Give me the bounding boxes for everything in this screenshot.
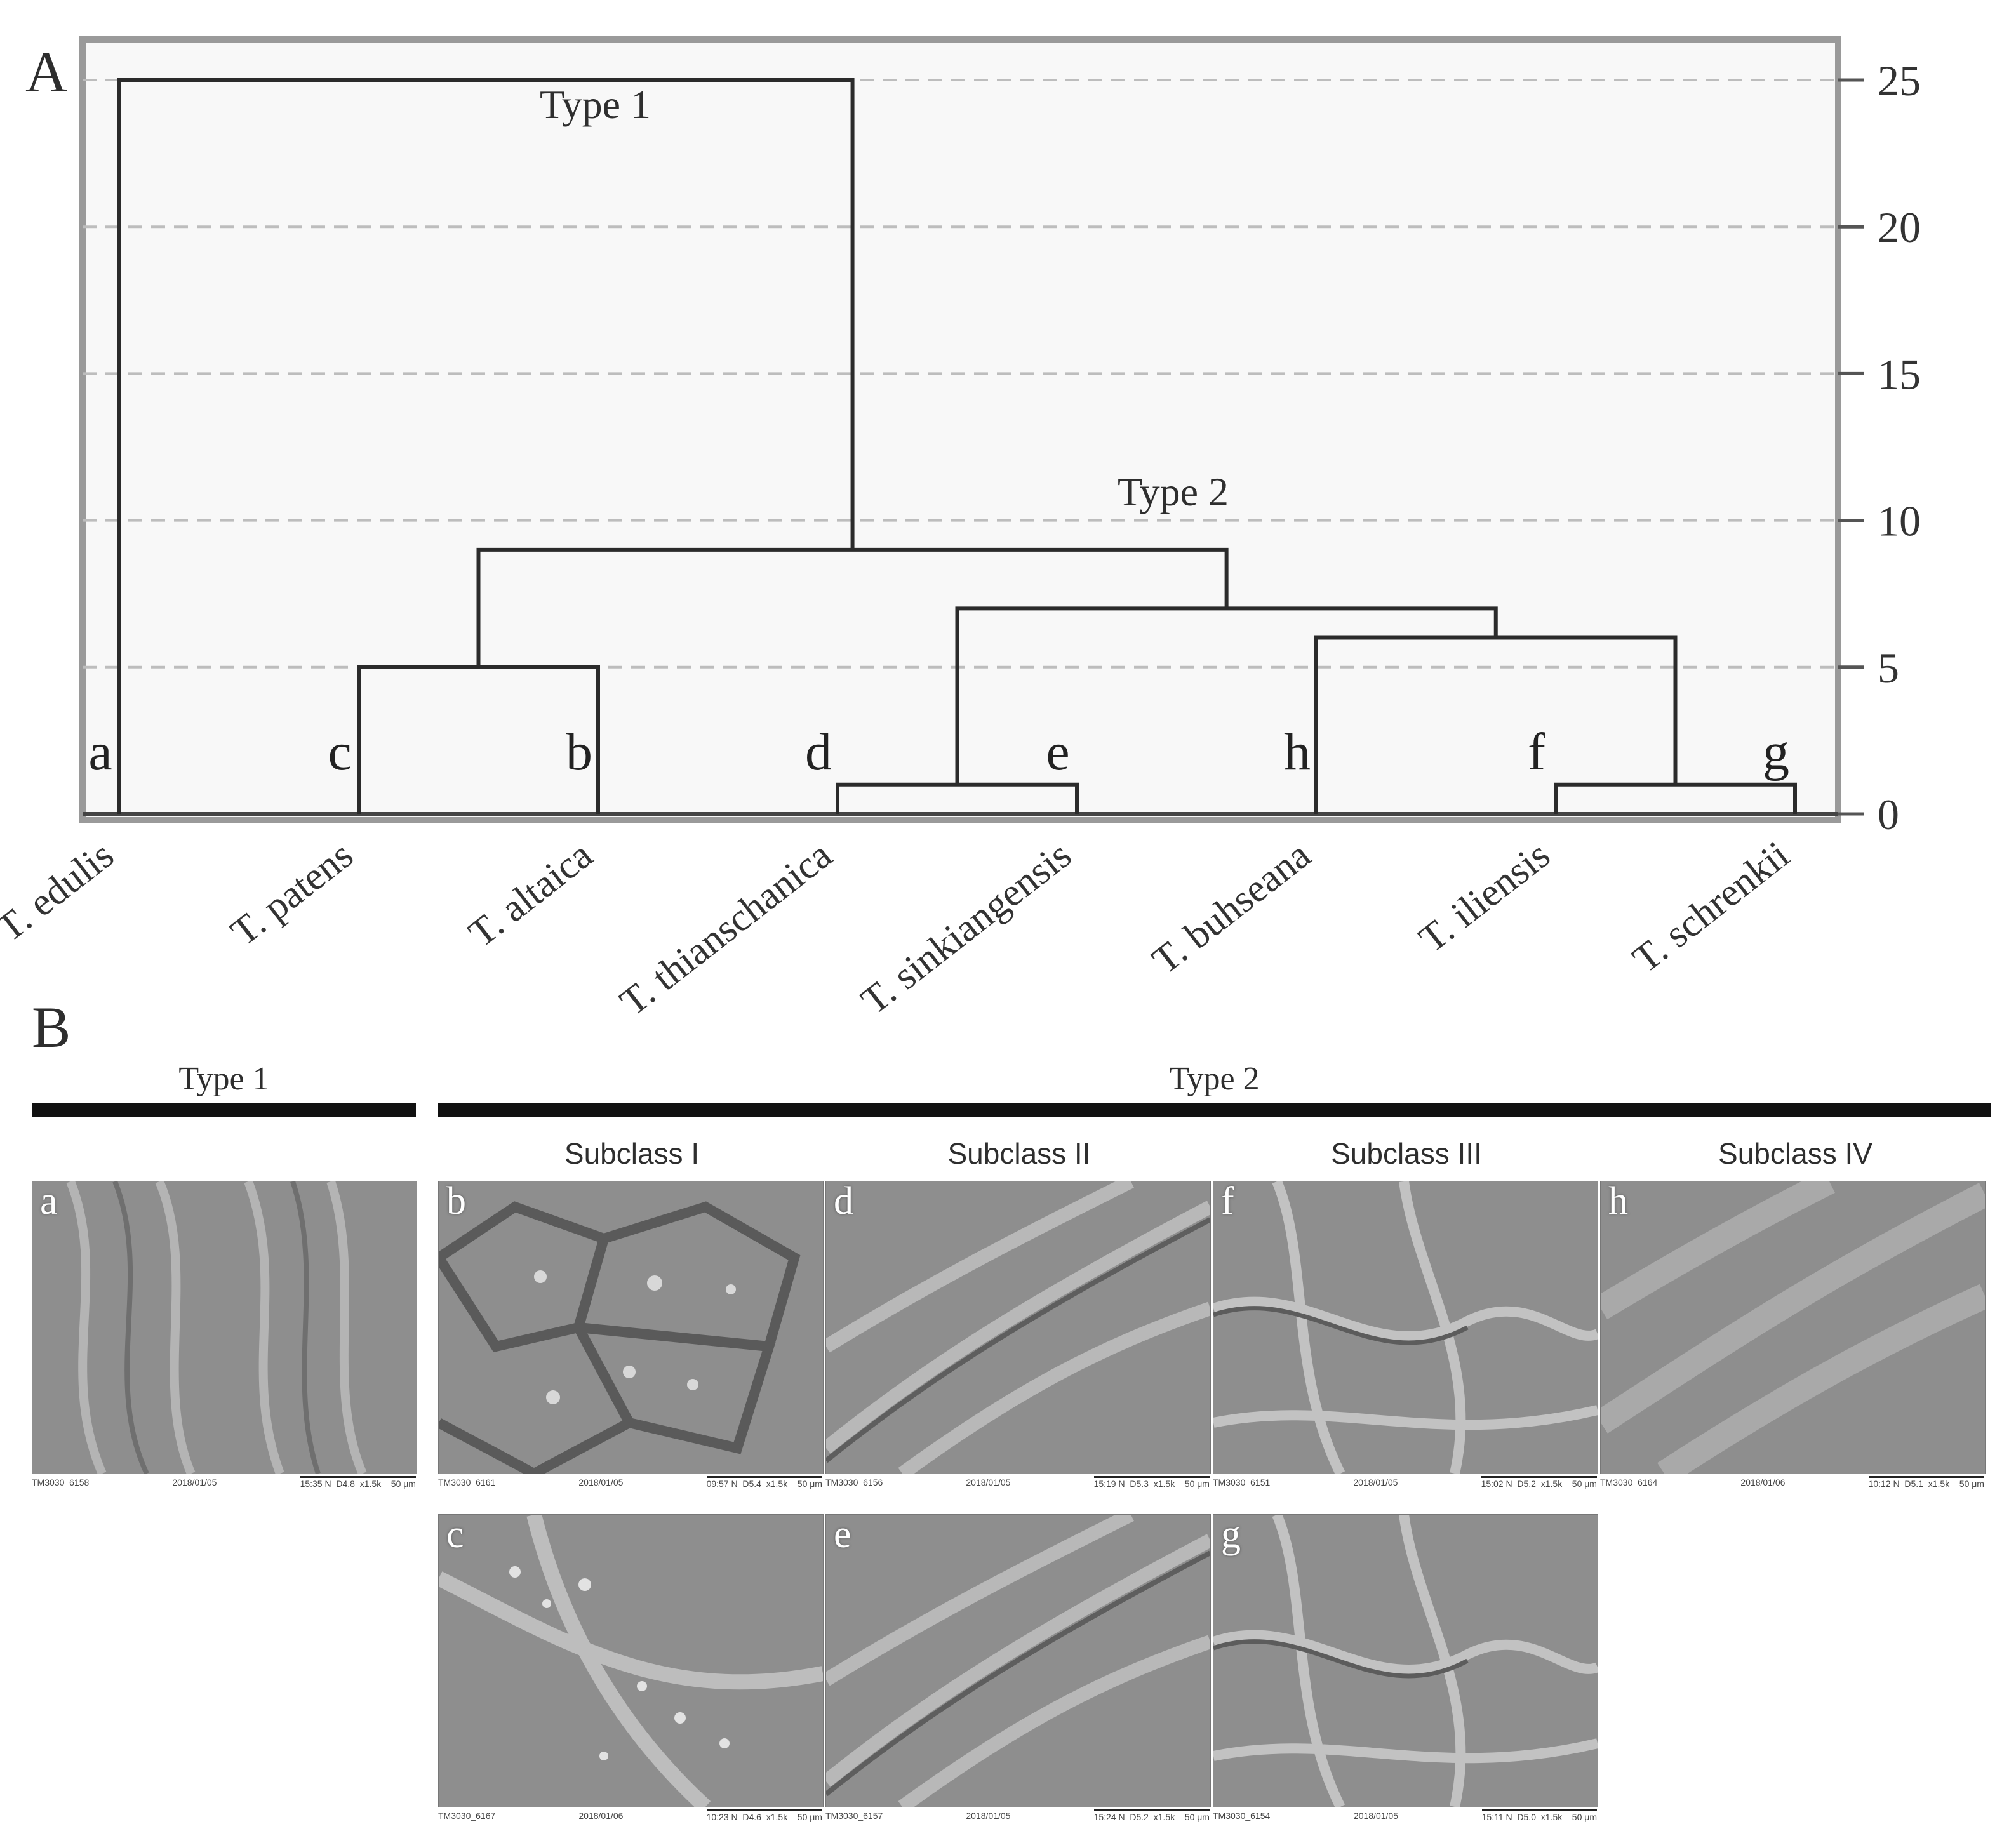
micrograph-b: b TM3030_6161 2018/01/05 09:57 N D5.4 x1… (438, 1181, 824, 1492)
sem-metadata-bar: TM3030_6161 2018/01/05 09:57 N D5.4 x1.5… (438, 1474, 822, 1491)
type1-bar (32, 1103, 416, 1117)
sem-date: 2018/01/05 (966, 1811, 1011, 1821)
micrograph-a: a TM3030_6158 2018/01/05 15:35 N D4.8 x1… (32, 1181, 417, 1492)
sem-date: 2018/01/05 (1353, 1811, 1398, 1821)
leaf-letter-f: f (1528, 722, 1545, 782)
tick-label-0: 0 (1878, 790, 1899, 839)
species-label: T. thianschanica (612, 833, 839, 1024)
micrograph-letter: c (446, 1514, 464, 1556)
sem-scale-info: 15:24 N D5.2 x1.5k 50 μm (1093, 1809, 1210, 1822)
species-label: T. sinkiangensis (853, 833, 1079, 1023)
micrograph-e: e TM3030_6157 2018/01/05 15:24 N D5.2 x1… (825, 1514, 1211, 1825)
leaf-letter-b: b (566, 722, 592, 782)
species-label: T. iliensis (1412, 833, 1558, 961)
sem-image-id: TM3030_6156 (825, 1477, 883, 1487)
sem-metadata-bar: TM3030_6157 2018/01/05 15:24 N D5.2 x1.5… (825, 1807, 1210, 1824)
sem-image: b (438, 1181, 824, 1474)
leaf-letter-c: c (328, 722, 351, 782)
type2-heading: Type 2 (1169, 1061, 1260, 1097)
sem-image-id: TM3030_6151 (1213, 1477, 1271, 1487)
micrograph-f: f TM3030_6151 2018/01/05 15:02 N D5.2 x1… (1213, 1181, 1598, 1492)
leaf-letter-e: e (1046, 722, 1069, 782)
sem-metadata-bar: TM3030_6156 2018/01/05 15:19 N D5.3 x1.5… (825, 1474, 1210, 1491)
dendrogram-chart: 0 5 10 15 20 25 a T. edulis c T. patens b T. altaic… (0, 36, 1921, 1024)
sem-image-id: TM3030_6154 (1213, 1811, 1271, 1821)
sem-image: d (825, 1181, 1211, 1474)
sem-image-id: TM3030_6157 (825, 1811, 883, 1821)
type1-heading: Type 1 (178, 1061, 269, 1097)
species-label: T. buhseana (1144, 833, 1318, 982)
sem-scale-info: 15:19 N D5.3 x1.5k 50 μm (1093, 1476, 1210, 1489)
subclass-2-heading: Subclass II (947, 1137, 1091, 1170)
sem-date: 2018/01/06 (1740, 1477, 1786, 1487)
leaf-letter-a: a (88, 722, 112, 782)
type2-cluster-label: Type 2 (1118, 469, 1229, 514)
tick-label-25: 25 (1878, 57, 1921, 105)
tick-label-20: 20 (1878, 203, 1921, 251)
micrograph-letter: g (1221, 1514, 1241, 1556)
micrograph-letter: e (834, 1514, 851, 1556)
leaf-letter-h: h (1284, 722, 1311, 782)
sem-metadata-bar: TM3030_6154 2018/01/05 15:11 N D5.0 x1.5… (1213, 1807, 1597, 1824)
sem-image: g (1213, 1514, 1598, 1807)
panel-a-letter: A (25, 39, 68, 104)
sem-date: 2018/01/05 (578, 1477, 624, 1487)
sem-image-id: TM3030_6158 (32, 1477, 90, 1487)
micrograph-d: d TM3030_6156 2018/01/05 15:19 N D5.3 x1… (825, 1181, 1211, 1492)
sem-scale-info: 15:35 N D4.8 x1.5k 50 μm (300, 1476, 416, 1489)
micrograph-c: c TM3030_6167 2018/01/06 10:23 N D4.6 x1… (438, 1514, 824, 1825)
sem-image: a (32, 1181, 417, 1474)
type2-bar (438, 1103, 1991, 1117)
sem-metadata-bar: TM3030_6167 2018/01/06 10:23 N D4.6 x1.5… (438, 1807, 822, 1824)
micrograph-letter: f (1221, 1181, 1234, 1223)
sem-image-id: TM3030_6167 (438, 1811, 496, 1821)
plot-frame (79, 36, 1841, 823)
micrograph-letter: b (446, 1181, 466, 1223)
leaf-letter-d: d (805, 722, 832, 782)
micrograph-letter: h (1608, 1181, 1628, 1223)
sem-metadata-bar: TM3030_6164 2018/01/06 10:12 N D5.1 x1.5… (1600, 1474, 1984, 1491)
sem-image-id: TM3030_6161 (438, 1477, 496, 1487)
leaf-letter-g: g (1763, 722, 1789, 782)
panel-b-letter: B (32, 995, 71, 1060)
micrograph-g: g TM3030_6154 2018/01/05 15:11 N D5.0 x1… (1213, 1514, 1598, 1825)
sem-image: c (438, 1514, 824, 1807)
sem-image-id: TM3030_6164 (1600, 1477, 1658, 1487)
species-label: T. edulis (0, 833, 122, 950)
species-label: T. schrenkii (1625, 833, 1798, 981)
tick-label-5: 5 (1878, 644, 1899, 692)
subclass-1-heading: Subclass I (564, 1137, 700, 1170)
sem-scale-info: 15:02 N D5.2 x1.5k 50 μm (1481, 1476, 1597, 1489)
tick-label-15: 15 (1878, 350, 1921, 398)
sem-metadata-bar: TM3030_6158 2018/01/05 15:35 N D4.8 x1.5… (32, 1474, 416, 1491)
micrograph-h: h TM3030_6164 2018/01/06 10:12 N D5.1 x1… (1600, 1181, 1986, 1492)
micrograph-letter: d (834, 1181, 853, 1223)
sem-scale-info: 10:12 N D5.1 x1.5k 50 μm (1868, 1476, 1984, 1489)
sem-scale-info: 09:57 N D5.4 x1.5k 50 μm (706, 1476, 822, 1489)
sem-date: 2018/01/05 (172, 1477, 217, 1487)
subclass-4-heading: Subclass IV (1718, 1137, 1872, 1170)
sem-scale-info: 15:11 N D5.0 x1.5k 50 μm (1481, 1809, 1597, 1822)
sem-date: 2018/01/05 (966, 1477, 1011, 1487)
sem-image: h (1600, 1181, 1986, 1474)
sem-image: e (825, 1514, 1211, 1807)
subclass-3-heading: Subclass III (1331, 1137, 1482, 1170)
species-label: T. altaica (461, 833, 601, 955)
merge-root (117, 78, 855, 814)
type1-cluster-label: Type 1 (540, 82, 651, 127)
species-label: T. patens (223, 833, 361, 954)
tick-label-10: 10 (1878, 497, 1921, 545)
micrograph-letter: a (40, 1181, 58, 1223)
sem-metadata-bar: TM3030_6151 2018/01/05 15:02 N D5.2 x1.5… (1213, 1474, 1597, 1491)
sem-date: 2018/01/06 (578, 1811, 624, 1821)
sem-scale-info: 10:23 N D4.6 x1.5k 50 μm (706, 1809, 822, 1822)
sem-date: 2018/01/05 (1353, 1477, 1398, 1487)
sem-image: f (1213, 1181, 1598, 1474)
